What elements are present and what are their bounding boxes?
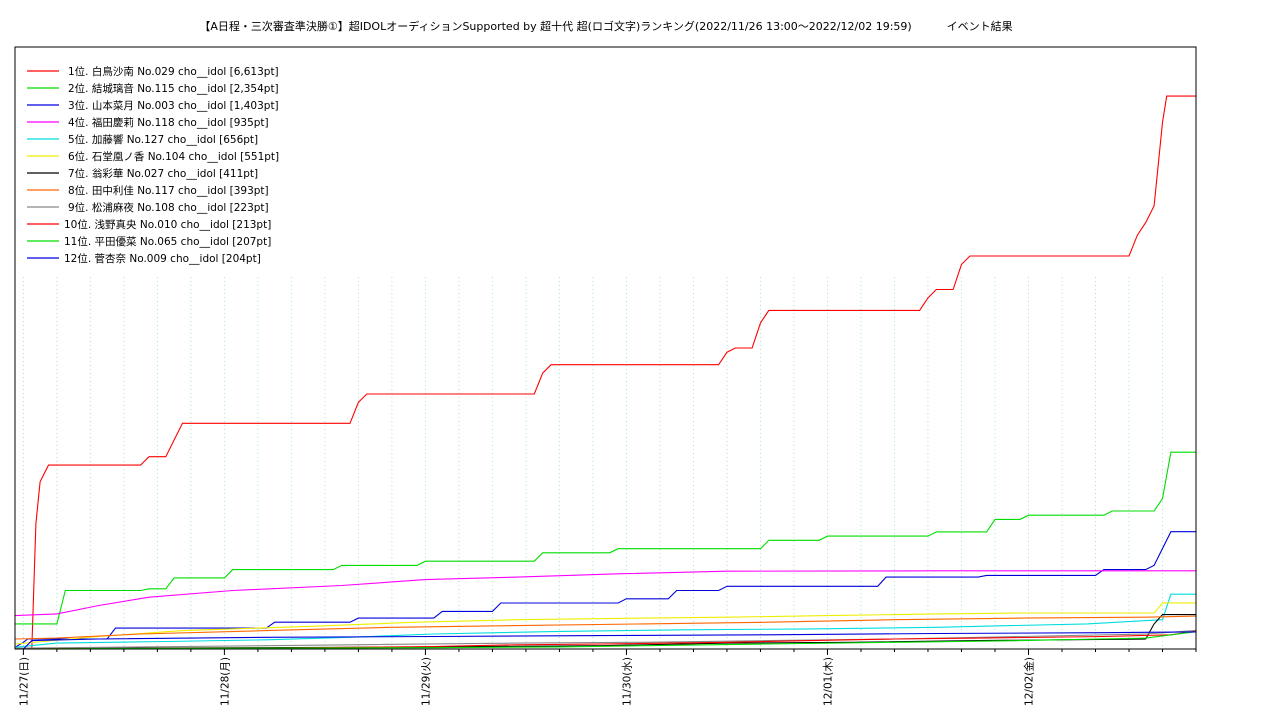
x-tick-label: 11/29(火) bbox=[420, 657, 432, 706]
series-line-9 bbox=[14, 629, 1197, 649]
legend-label: 5位. 加藤響 No.127 cho__idol [656pt] bbox=[68, 133, 258, 146]
chart-subtitle: イベント結果 bbox=[946, 20, 1013, 33]
series-line-1 bbox=[31, 95, 1196, 650]
x-tick-label: 11/28(月) bbox=[219, 657, 231, 706]
series-line-11 bbox=[14, 631, 1197, 650]
x-axis-ticks: 11/27(日) 11/28(月) 11/29(火) 11/30(水) 12/01(木)… bbox=[18, 649, 1197, 706]
series-line-4 bbox=[14, 570, 1196, 617]
legend-label: 7位. 翁彩華 No.027 cho__idol [411pt] bbox=[68, 167, 258, 180]
legend-label: 6位. 石堂凰ノ香 No.104 cho__idol [551pt] bbox=[68, 150, 279, 163]
series-line-3 bbox=[14, 531, 1196, 648]
x-tick-label: 11/27(日) bbox=[18, 657, 30, 706]
series-line-2 bbox=[15, 451, 1196, 625]
legend-label: 4位. 福田慶莉 No.118 cho__idol [935pt] bbox=[68, 116, 269, 129]
series-line-5 bbox=[14, 593, 1196, 648]
chart-title-main: 【A日程・三次審査準決勝①】超IDOLオーディションSupported by 超… bbox=[199, 20, 912, 33]
legend-label: 10位. 浅野真央 No.010 cho__idol [213pt] bbox=[64, 218, 271, 231]
legend-label: 2位. 結城璃音 No.115 cho__idol [2,354pt] bbox=[68, 82, 279, 95]
series-line-12 bbox=[15, 631, 1197, 650]
legend-label: 9位. 松浦麻夜 No.108 cho__idol [223pt] bbox=[68, 201, 269, 214]
series-line-8 bbox=[14, 615, 1197, 640]
chart-title: 【A日程・三次審査準決勝①】超IDOLオーディションSupported by 超… bbox=[0, 18, 1212, 34]
x-tick-label: 12/02(金) bbox=[1023, 657, 1036, 706]
x-tick-label: 12/01(木) bbox=[823, 657, 835, 706]
series-line-6 bbox=[14, 602, 1196, 645]
series-lines bbox=[14, 95, 1197, 650]
legend-label: 12位. 菅杏奈 No.009 cho__idol [204pt] bbox=[64, 252, 261, 265]
plot-frame bbox=[14, 46, 1197, 650]
x-tick-label: 11/30(水) bbox=[621, 657, 633, 706]
legend-label: 11位. 平田優菜 No.065 cho__idol [207pt] bbox=[64, 235, 271, 248]
legend-label: 3位. 山本菜月 No.003 cho__idol [1,403pt] bbox=[68, 99, 279, 112]
legend-label: 8位. 田中利佳 No.117 cho__idol [393pt] bbox=[68, 184, 269, 197]
legend: 1位. 白鳥沙南 No.029 cho__idol [6,613pt] 2位. 結… bbox=[27, 65, 279, 265]
legend-label: 1位. 白鳥沙南 No.029 cho__idol [6,613pt] bbox=[68, 65, 279, 78]
